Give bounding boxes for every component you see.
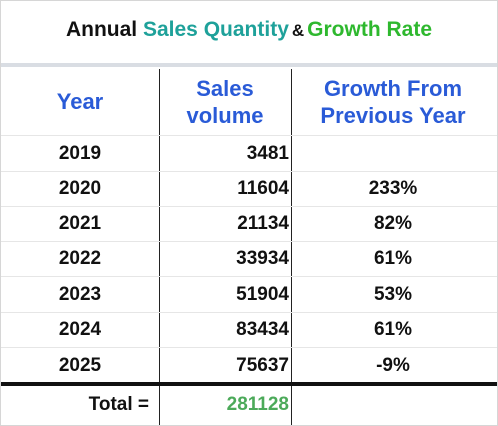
cell-growth: 233% [368, 178, 418, 199]
total-divider [1, 382, 497, 386]
cell-sales: 11604 [237, 178, 289, 199]
title-bar: Annual Sales Quantity & Growth Rate [1, 1, 497, 67]
cell-sales: 3481 [246, 143, 289, 164]
cell-growth: 61% [373, 248, 413, 269]
header-growth-line2: Previous Year [320, 103, 466, 128]
cell-sales: 33934 [236, 248, 289, 269]
row-divider [1, 135, 497, 136]
row-divider [1, 347, 497, 348]
row-divider [1, 276, 497, 277]
cell-sales: 75637 [236, 355, 289, 376]
header-growth-line1: Growth From [323, 76, 463, 101]
cell-growth: 61% [373, 319, 413, 340]
cell-growth: -9% [376, 355, 410, 376]
column-divider [291, 69, 292, 382]
cell-sales: 83434 [236, 319, 289, 340]
cell-year: 2019 [58, 143, 102, 164]
cell-growth: 53% [373, 284, 413, 305]
header-sales-line2: volume [186, 103, 264, 128]
header-sales-line1: Sales [196, 76, 254, 101]
title-part-annual: Annual [65, 18, 143, 41]
cell-year: 2020 [58, 178, 102, 199]
total-value: 281128 [226, 394, 289, 415]
column-divider [159, 386, 160, 425]
header-year: Year [56, 89, 104, 114]
cell-year: 2025 [58, 355, 102, 376]
cell-year: 2023 [58, 284, 102, 305]
column-divider [159, 69, 160, 382]
column-divider [291, 386, 292, 425]
cell-sales: 51904 [236, 284, 289, 305]
title-part-sales-quantity: Sales Quantity [142, 18, 289, 41]
cell-year: 2022 [58, 248, 102, 269]
page-title: Annual Sales Quantity & Growth Rate [1, 18, 497, 42]
cell-sales: 21134 [237, 213, 289, 234]
total-label: Total = [88, 394, 149, 415]
title-part-growth-rate: Growth Rate [307, 18, 432, 41]
row-divider [1, 312, 497, 313]
cell-year: 2021 [58, 213, 102, 234]
row-divider [1, 171, 497, 172]
row-divider [1, 206, 497, 207]
cell-growth: 82% [373, 213, 413, 234]
row-divider [1, 241, 497, 242]
cell-year: 2024 [58, 319, 102, 340]
title-ampersand: & [291, 21, 305, 40]
